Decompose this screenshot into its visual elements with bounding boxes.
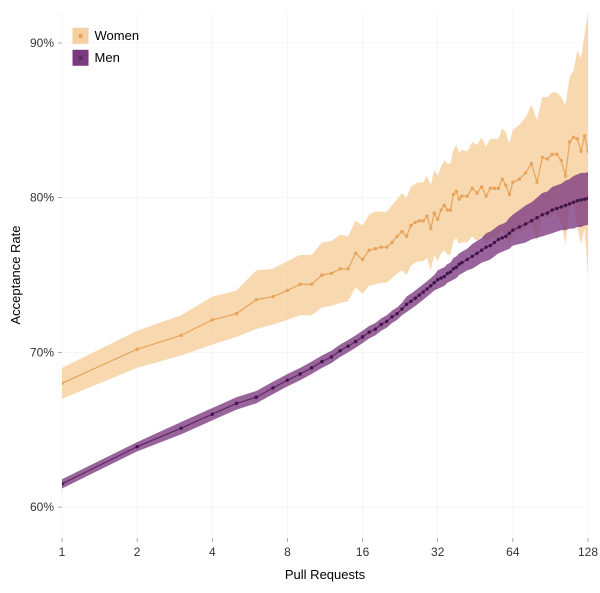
x-tick-label: 4 [209, 545, 216, 559]
legend-point [78, 34, 82, 38]
legend-label: Men [95, 50, 120, 65]
acceptance-rate-chart: 1 2 4 8 16 32 64 128 60% 70% 80% 90% Pull Requests Ac… [0, 0, 600, 593]
legend-entry-women: Women [73, 28, 140, 44]
x-tick-label: 2 [134, 545, 141, 559]
x-tick-label: 128 [578, 545, 598, 559]
legend-point [78, 56, 82, 60]
y-tick-label: 70% [30, 345, 54, 359]
y-tick-label: 60% [30, 500, 54, 514]
legend-entry-men: Men [73, 50, 120, 66]
x-tick-label: 8 [284, 545, 291, 559]
x-tick-label: 16 [356, 545, 370, 559]
chart-svg: 1 2 4 8 16 32 64 128 60% 70% 80% 90% Pull Requests Ac… [0, 0, 600, 593]
x-tick-label: 64 [506, 545, 520, 559]
y-tick-label: 80% [30, 191, 54, 205]
y-tick-label: 90% [30, 36, 54, 50]
legend-label: Women [95, 28, 140, 43]
x-tick-label: 32 [431, 545, 445, 559]
y-axis-label: Acceptance Rate [8, 225, 23, 324]
x-tick-label: 1 [59, 545, 66, 559]
x-axis-label: Pull Requests [285, 567, 366, 582]
